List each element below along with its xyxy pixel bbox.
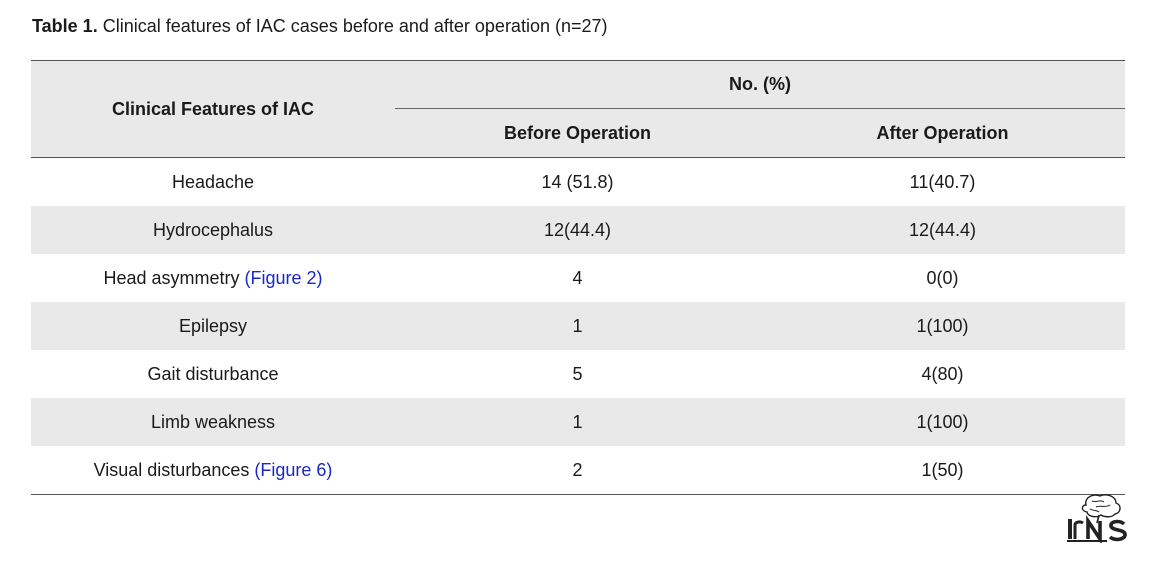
- before-cell: 4: [572, 267, 583, 288]
- table-caption-text: Clinical features of IAC cases before an…: [102, 16, 608, 36]
- feature-cell: Visual disturbances (Figure 6): [31, 446, 395, 495]
- table-row: Gait disturbance 5 4(80): [31, 350, 1125, 398]
- table-caption: Table 1. Clinical features of IAC cases …: [32, 16, 608, 37]
- figure-2-link[interactable]: (Figure 2): [244, 267, 323, 288]
- after-cell: 12(44.4): [760, 206, 1125, 254]
- after-cell: 1(50): [760, 446, 1125, 495]
- header-clinical-features: Clinical Features of IAC: [31, 60, 395, 158]
- feature-cell: Epilepsy: [31, 302, 395, 350]
- header-no-percent: No. (%): [395, 60, 1125, 109]
- before-cell: 1: [395, 302, 760, 350]
- table-row: Visual disturbances (Figure 6) 2 1(50): [31, 446, 1125, 495]
- after-cell: 1(100): [760, 398, 1125, 446]
- after-cell: 4(80): [921, 363, 964, 384]
- feature-cell: Head asymmetry (Figure 2): [103, 267, 323, 288]
- after-cell: 11(40.7): [909, 171, 976, 192]
- before-cell: 12(44.4): [395, 206, 760, 254]
- feature-cell: Headache: [171, 171, 255, 192]
- before-cell: 1: [395, 398, 760, 446]
- clinical-features-table: Clinical Features of IAC No. (%) Before …: [31, 60, 1125, 495]
- feature-cell: Limb weakness: [31, 398, 395, 446]
- table-row: Head asymmetry (Figure 2) 4 0(0): [31, 254, 1125, 302]
- table-row: Headache 14 (51.8) 11(40.7): [31, 158, 1125, 207]
- before-cell: 14 (51.8): [541, 171, 614, 192]
- feature-cell: Hydrocephalus: [31, 206, 395, 254]
- brain-logo-icon: [1067, 494, 1127, 543]
- table-row: Hydrocephalus 12(44.4) 12(44.4): [31, 206, 1125, 254]
- header-before-operation: Before Operation: [395, 108, 760, 158]
- table-row: Limb weakness 1 1(100): [31, 398, 1125, 446]
- feature-cell: Gait disturbance: [147, 363, 279, 384]
- table-row: Epilepsy 1 1(100): [31, 302, 1125, 350]
- before-cell: 5: [572, 363, 583, 384]
- figure-6-link[interactable]: (Figure 6): [254, 459, 333, 480]
- before-cell: 2: [395, 446, 760, 495]
- after-cell: 0(0): [926, 267, 959, 288]
- table-caption-label: Table 1.: [32, 16, 98, 36]
- after-cell: 1(100): [760, 302, 1125, 350]
- header-after-operation: After Operation: [760, 108, 1125, 158]
